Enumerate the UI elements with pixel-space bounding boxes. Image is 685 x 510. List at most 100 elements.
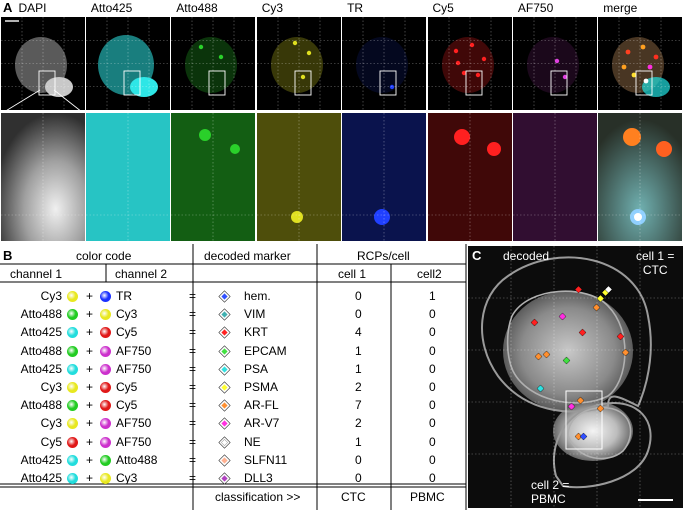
channel-label-af750: AF750 [517, 1, 554, 15]
row-plus: + [86, 471, 94, 485]
overview-tile-atto488 [171, 17, 256, 110]
row-cell2-count: 0 [429, 471, 436, 485]
row-channel1: Atto425 [20, 452, 62, 467]
row-plus: + [86, 380, 94, 394]
header-cell2: cell2 [417, 267, 442, 281]
channel-label-atto488: Atto488 [176, 1, 218, 15]
row-cell1-count: 2 [355, 416, 362, 431]
row-marker: AR-FL [244, 398, 279, 413]
zoom-tile-dapi [0, 113, 85, 241]
channel2-color-dot [100, 436, 111, 448]
row-equals: = [189, 380, 197, 394]
row-plus: + [86, 416, 94, 431]
row-cell1-count: 0 [355, 471, 362, 485]
row-marker: KRT [244, 325, 268, 340]
row-channel2: Cy3 [116, 471, 138, 485]
zoom-tile-atto425 [85, 113, 170, 241]
row-marker: EPCAM [244, 343, 287, 358]
channel1-color-dot [67, 309, 78, 321]
row-equals: = [189, 307, 197, 322]
channel2-color-dot [100, 309, 111, 321]
channel1-color-dot [67, 436, 78, 448]
channel-label-cy3: Cy3 [261, 1, 284, 15]
channel1-color-dot [67, 363, 78, 375]
row-equals: = [189, 416, 197, 431]
table-rules [0, 244, 467, 510]
classification-label: classification >> [215, 490, 301, 504]
channel1-color-dot [67, 291, 78, 302]
table-row: Cy3 + Cy5 = PSMA 2 0 [4, 378, 462, 397]
row-cell1-count: 0 [355, 307, 362, 322]
row-channel1: Atto488 [20, 343, 62, 358]
row-cell2-count: 1 [429, 289, 436, 303]
classification-cell2: PBMC [410, 490, 445, 504]
marker-diamond-icon [218, 472, 231, 485]
zoom-tile-atto488 [171, 113, 256, 241]
channel1-color-dot [67, 418, 78, 430]
zoom-tile-cy5 [427, 113, 512, 241]
channel1-color-dot [67, 327, 78, 339]
row-channel1: Cy3 [40, 416, 62, 431]
marker-diamond-icon [218, 381, 231, 394]
row-plus: + [86, 398, 94, 413]
table-row: Atto425 + Cy3 = DLL3 0 0 [4, 469, 462, 488]
row-marker: hem. [244, 289, 271, 303]
header-channel2: channel 2 [115, 267, 168, 281]
marker-diamond-icon [218, 363, 231, 376]
table-row: Atto425 + AF750 = PSA 1 0 [4, 360, 462, 379]
overview-tile-tr [342, 17, 427, 110]
row-equals: = [189, 361, 197, 376]
channel2-color-dot [100, 454, 111, 466]
row-marker: SLFN11 [244, 452, 288, 467]
row-channel2: TR [116, 289, 132, 303]
channel2-color-dot [100, 418, 111, 430]
channel2-color-dot [100, 473, 111, 484]
header-color-code: color code [76, 249, 132, 263]
table-row: Atto488 + AF750 = EPCAM 1 0 [4, 342, 462, 361]
row-equals: = [189, 434, 197, 449]
channel-label-merge: merge [603, 1, 638, 15]
row-cell2-count: 0 [429, 307, 436, 322]
row-cell2-count: 0 [429, 434, 436, 449]
decoded-image [468, 246, 683, 508]
row-plus: + [86, 325, 94, 340]
marker-diamond-icon [218, 399, 231, 412]
header-decoded-marker: decoded marker [204, 249, 291, 263]
channel1-color-dot [67, 400, 78, 412]
row-cell2-count: 0 [429, 452, 436, 467]
cell2-annotation-line2: PBMC [531, 492, 566, 506]
row-marker: AR-V7 [244, 416, 280, 431]
row-cell2-count: 0 [429, 380, 436, 394]
row-marker: PSMA [244, 380, 279, 394]
row-marker: PSA [244, 361, 269, 376]
row-cell2-count: 0 [429, 398, 436, 413]
row-plus: + [86, 307, 94, 322]
row-equals: = [189, 398, 197, 413]
row-cell2-count: 0 [429, 361, 436, 376]
marker-diamond-icon [218, 417, 231, 430]
row-cell1-count: 7 [355, 398, 362, 413]
row-marker: NE [244, 434, 261, 449]
channel-label-tr: TR [347, 1, 364, 15]
row-channel2: AF750 [116, 416, 152, 431]
row-channel1: Atto425 [20, 471, 62, 485]
row-cell2-count: 0 [429, 343, 436, 358]
row-channel1: Atto488 [20, 307, 62, 322]
row-cell1-count: 4 [355, 325, 362, 340]
row-plus: + [86, 289, 94, 303]
row-channel1: Atto488 [20, 398, 62, 413]
cell1-annotation: cell 1 = CTC [636, 249, 674, 277]
zoom-tile-af750 [512, 113, 597, 241]
row-channel2: Cy3 [116, 307, 138, 322]
channel2-color-dot [100, 327, 111, 339]
row-equals: = [189, 325, 197, 340]
marker-diamond-icon [218, 454, 231, 467]
channel2-color-dot [100, 363, 111, 375]
overview-tile-atto425 [85, 17, 170, 110]
row-cell1-count: 1 [355, 361, 362, 376]
zoom-connector [3, 89, 83, 113]
channel2-color-dot [100, 345, 111, 357]
channel2-color-dot [100, 382, 111, 393]
row-equals: = [189, 343, 197, 358]
panel-c-label: C [472, 248, 482, 263]
